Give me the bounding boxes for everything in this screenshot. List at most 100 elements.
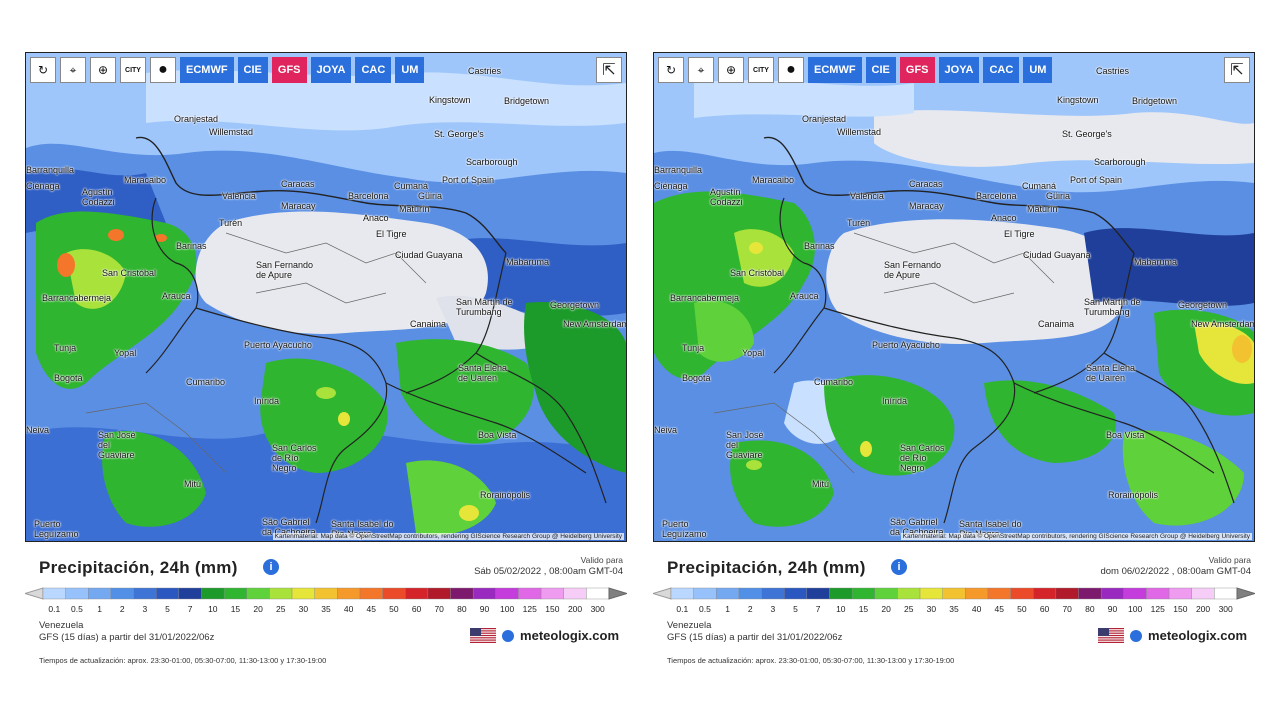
city-label: El Tigre bbox=[1004, 229, 1035, 239]
location-pin-icon[interactable]: ⌖ bbox=[60, 57, 86, 83]
us-flag-icon[interactable] bbox=[470, 628, 497, 643]
model-button-gfs[interactable]: GFS bbox=[271, 57, 307, 83]
scale-swatch bbox=[540, 587, 564, 600]
city-toggle-icon[interactable]: CITY bbox=[120, 57, 146, 83]
color-scale-ticks: 0.1 0.5 1 2 3 5 7 10 15 20 25 30 35 40 45 50 60 70 80 90 100… bbox=[25, 604, 627, 616]
model-button-gfs[interactable]: GFS bbox=[899, 57, 935, 83]
model-button-joya[interactable]: JOYA bbox=[938, 57, 980, 83]
scale-tick-label: 50 bbox=[1017, 604, 1027, 614]
color-scale-ticks: 0.1 0.5 1 2 3 5 7 10 15 20 25 30 35 40 45 50 60 70 80 90 100… bbox=[653, 604, 1255, 616]
scale-tick-label: 300 bbox=[1218, 604, 1233, 614]
precipitation-map[interactable]: ↻ ⌖ ⊕ CITY ● ECMWF CIE GFS JOYA CAC UM ⇱… bbox=[653, 52, 1255, 542]
scale-tick-label: 200 bbox=[1195, 604, 1211, 614]
scale-swatch bbox=[359, 587, 383, 600]
city-label: Oranjestad bbox=[802, 114, 847, 124]
scale-tick-label: 10 bbox=[836, 604, 846, 614]
share-icon[interactable]: ⇱ bbox=[1224, 57, 1250, 83]
scale-tick-label: 125 bbox=[1150, 604, 1165, 614]
scale-tick-label: 0.5 bbox=[71, 604, 83, 614]
scale-swatch bbox=[1033, 587, 1057, 600]
dot-marker-icon[interactable]: ● bbox=[150, 57, 176, 83]
scale-tick-label: 80 bbox=[457, 604, 467, 614]
city-label: Castries bbox=[468, 66, 502, 76]
city-label: Castries bbox=[1096, 66, 1130, 76]
precipitation-map[interactable]: ↻ ⌖ ⊕ CITY ● ECMWF CIE GFS JOYA CAC UM ⇱… bbox=[25, 52, 627, 542]
city-label: Inírida bbox=[882, 396, 908, 406]
zoom-icon[interactable]: ⊕ bbox=[718, 57, 744, 83]
scale-swatch bbox=[965, 587, 989, 600]
city-label: Kingstown bbox=[1057, 95, 1099, 105]
scale-swatch bbox=[314, 587, 338, 600]
city-label: Puerto Leguízamo bbox=[34, 519, 79, 539]
meteologix-logo-icon bbox=[502, 629, 515, 642]
scale-swatch bbox=[1010, 587, 1034, 600]
zoom-icon[interactable]: ⊕ bbox=[90, 57, 116, 83]
scale-swatch bbox=[987, 587, 1011, 600]
brand-name[interactable]: meteologix.com bbox=[1148, 628, 1247, 643]
model-button-cac[interactable]: CAC bbox=[355, 57, 392, 83]
refresh-icon[interactable]: ↻ bbox=[30, 57, 56, 83]
scale-swatch bbox=[65, 587, 89, 600]
city-label: El Tigre bbox=[376, 229, 407, 239]
map-attribution: Kartenmaterial: Map data © OpenStreetMap… bbox=[900, 533, 1252, 540]
scale-swatch bbox=[1168, 587, 1192, 600]
scale-swatch bbox=[42, 587, 66, 600]
scale-tick-label: 15 bbox=[230, 604, 241, 614]
city-label: Cumaná bbox=[394, 181, 429, 191]
model-button-um[interactable]: UM bbox=[395, 57, 425, 83]
refresh-icon[interactable]: ↻ bbox=[658, 57, 684, 83]
brand-name[interactable]: meteologix.com bbox=[520, 628, 619, 643]
model-button-cie[interactable]: CIE bbox=[865, 57, 896, 83]
scale-swatch bbox=[693, 587, 717, 600]
city-label: Maracaibo bbox=[752, 175, 795, 185]
precipitation-field bbox=[26, 53, 626, 541]
city-label: New Amsterdam bbox=[563, 319, 627, 329]
city-label: San Fernando de Apure bbox=[256, 260, 314, 280]
scale-swatch bbox=[874, 587, 898, 600]
city-label: Georgetown bbox=[1178, 300, 1228, 310]
city-label: Güiria bbox=[1046, 191, 1071, 201]
dot-marker-icon[interactable]: ● bbox=[778, 57, 804, 83]
scale-tick-label: 35 bbox=[949, 604, 959, 614]
model-run: GFS (15 días) a partir del 31/01/2022/06… bbox=[39, 632, 215, 643]
scale-tick-label: 20 bbox=[253, 604, 263, 614]
city-label: Barranquilla bbox=[654, 165, 703, 175]
city-label: Cumaribo bbox=[186, 377, 226, 387]
scale-swatch bbox=[829, 587, 853, 600]
model-button-ecmwf[interactable]: ECMWF bbox=[808, 57, 862, 83]
model-button-cie[interactable]: CIE bbox=[237, 57, 268, 83]
color-scale-legend: 0.1 0.5 1 2 3 5 7 10 15 20 25 30 35 40 45 50 60 70 80 90 100… bbox=[653, 584, 1255, 618]
scale-swatch bbox=[1146, 587, 1170, 600]
city-label: Puerto Ayacucho bbox=[872, 340, 940, 350]
model-button-ecmwf[interactable]: ECMWF bbox=[180, 57, 234, 83]
info-icon[interactable]: i bbox=[263, 559, 279, 575]
brand-block: meteologix.com bbox=[1098, 628, 1247, 643]
scale-tick-label: 45 bbox=[994, 604, 1004, 614]
city-label: Bogotá bbox=[54, 373, 83, 383]
city-label: Boa Vista bbox=[1106, 430, 1145, 440]
city-label: San Cristóbal bbox=[730, 268, 785, 278]
model-button-joya[interactable]: JOYA bbox=[310, 57, 352, 83]
model-button-cac[interactable]: CAC bbox=[983, 57, 1020, 83]
model-button-um[interactable]: UM bbox=[1023, 57, 1053, 83]
location-pin-icon[interactable]: ⌖ bbox=[688, 57, 714, 83]
city-label: San José del Guaviare bbox=[726, 430, 764, 460]
city-label: San Fernando de Apure bbox=[884, 260, 942, 280]
city-label: Ciénaga bbox=[26, 181, 60, 191]
update-times: Tiempos de actualización: aprox. 23:30-0… bbox=[39, 656, 327, 665]
update-times: Tiempos de actualización: aprox. 23:30-0… bbox=[667, 656, 955, 665]
city-label: Valencia bbox=[850, 191, 884, 201]
city-label: Neiva bbox=[654, 425, 678, 435]
scale-swatch bbox=[563, 587, 587, 600]
scale-swatch bbox=[806, 587, 830, 600]
scale-swatch bbox=[1078, 587, 1102, 600]
share-icon[interactable]: ⇱ bbox=[596, 57, 622, 83]
scale-swatch bbox=[450, 587, 474, 600]
us-flag-icon[interactable] bbox=[1098, 628, 1125, 643]
city-label: Barrancabermeja bbox=[670, 293, 740, 303]
city-toggle-icon[interactable]: CITY bbox=[748, 57, 774, 83]
city-label: Cumaribo bbox=[814, 377, 854, 387]
scale-swatch bbox=[88, 587, 112, 600]
info-icon[interactable]: i bbox=[891, 559, 907, 575]
scale-swatch bbox=[586, 587, 610, 600]
